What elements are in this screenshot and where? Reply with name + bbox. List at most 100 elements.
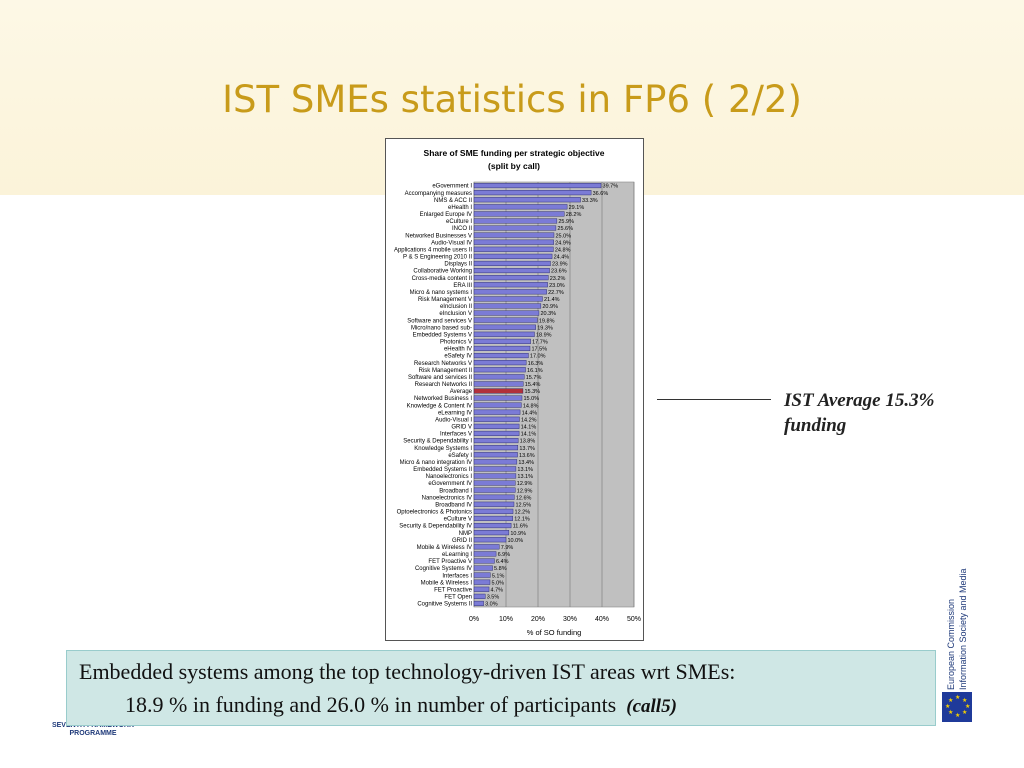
data-label: 5.8% (494, 566, 507, 572)
data-label: 17.5% (532, 347, 548, 353)
category-label: Average (450, 389, 473, 395)
bar (473, 430, 520, 437)
category-label: Audio-Visual I (435, 417, 472, 423)
category-label: Interfaces I (442, 573, 472, 579)
data-label: 10.0% (508, 538, 524, 544)
bar (473, 508, 514, 514)
data-label: 12.2% (515, 510, 531, 516)
bar (473, 473, 517, 479)
data-label: 11.6% (513, 524, 528, 530)
bar (473, 253, 553, 259)
bar (473, 267, 550, 274)
data-label: 24.4% (554, 255, 570, 261)
bar (473, 586, 490, 592)
bar (473, 246, 554, 252)
data-label: 17.7% (532, 340, 548, 346)
data-label: 14.2% (521, 417, 537, 423)
category-label: Networked Businesses V (405, 233, 472, 239)
data-label: 6.9% (498, 552, 511, 558)
category-label: Security & Dependability I (403, 439, 472, 445)
bar (473, 551, 497, 557)
category-label: Micro & nano systems I (410, 290, 473, 296)
data-label: 23.2% (550, 276, 566, 282)
category-label: eHealth I (448, 205, 472, 211)
bar (473, 565, 493, 571)
average-annotation-value: IST Average 15.3% (784, 390, 935, 411)
data-label: 22.7% (548, 290, 564, 296)
bar (473, 282, 548, 288)
bar (473, 530, 510, 536)
data-label: 23.9% (552, 262, 568, 268)
bar (473, 480, 516, 486)
data-label: 12.9% (517, 481, 533, 487)
bar (473, 402, 522, 408)
chart-title: Share of SME funding per strategic objec… (424, 148, 605, 158)
chart-subtitle: (split by call) (488, 161, 540, 171)
category-label: Applications 4 mobile users II (394, 247, 472, 253)
category-label: GRID V (451, 425, 472, 431)
bar (473, 395, 523, 401)
x-tick-label: 20% (531, 616, 545, 623)
callout-line2-text: 18.9 % in funding and 26.0 % in number o… (125, 692, 617, 717)
x-tick-label: 30% (563, 616, 577, 623)
eu-logo-text: European Commission Information Society … (945, 560, 971, 690)
category-label: Micro/nano based sub- (411, 325, 472, 331)
average-pointer-line (657, 399, 771, 400)
bar (473, 360, 527, 366)
data-label: 5.0% (492, 580, 505, 586)
category-label: Photonics V (440, 340, 472, 346)
data-label: 29.1% (569, 205, 585, 211)
category-label: Interfaces V (440, 432, 472, 438)
data-label: 3.5% (487, 595, 500, 601)
category-label: Research Networks V (414, 361, 472, 367)
data-label: 15.3% (524, 389, 540, 395)
bar (473, 445, 519, 451)
category-label: Embedded Systems V (413, 332, 472, 338)
bar (473, 544, 500, 550)
category-label: Networked Business I (414, 396, 472, 402)
data-label: 16.3% (528, 361, 544, 367)
category-label: Knowledge & Content IV (407, 403, 472, 409)
bar (473, 501, 515, 507)
bar (473, 352, 529, 359)
bar (473, 331, 535, 337)
slide-title: IST SMEs statistics in FP6 ( 2/2) (222, 78, 802, 121)
category-label: eCulture V (444, 517, 472, 523)
data-label: 5.1% (492, 573, 505, 579)
data-label: 14.4% (522, 410, 538, 416)
bar (473, 452, 518, 458)
category-label: eCulture I (446, 219, 472, 225)
bar (473, 416, 520, 422)
x-tick-label: 50% (627, 616, 641, 623)
bar (473, 204, 568, 210)
data-label: 39.7% (603, 184, 619, 190)
x-tick-label: 10% (499, 616, 513, 623)
bar (473, 310, 540, 316)
data-label: 17.0% (530, 354, 546, 360)
data-label: 25.0% (556, 233, 572, 239)
category-label: FET Open (444, 595, 472, 601)
bar (473, 388, 524, 394)
bar (473, 275, 549, 281)
category-label: Embedded Systems II (413, 467, 472, 473)
category-label: Nanoelectronics I (426, 474, 473, 480)
callout-line2: 18.9 % in funding and 26.0 % in number o… (125, 692, 677, 718)
category-label: ERA III (453, 283, 472, 289)
bar (473, 593, 486, 599)
data-label: 14.1% (521, 432, 537, 438)
category-label: NMP (459, 531, 472, 537)
data-label: 6.4% (496, 559, 509, 565)
category-label: Risk Management II (419, 368, 473, 374)
data-label: 28.2% (566, 212, 582, 218)
data-label: 13.7% (519, 446, 535, 452)
callout-line1: Embedded systems among the top technolog… (79, 659, 736, 684)
bar (473, 409, 521, 415)
bar (473, 317, 538, 323)
data-label: 23.6% (551, 269, 567, 275)
data-label: 10.9% (510, 531, 526, 537)
category-label: Audio-Visual IV (431, 240, 472, 246)
bar (473, 579, 491, 585)
data-label: 19.3% (537, 325, 553, 331)
x-axis-label: % of SO funding (527, 628, 582, 637)
data-label: 23.0% (549, 283, 565, 289)
